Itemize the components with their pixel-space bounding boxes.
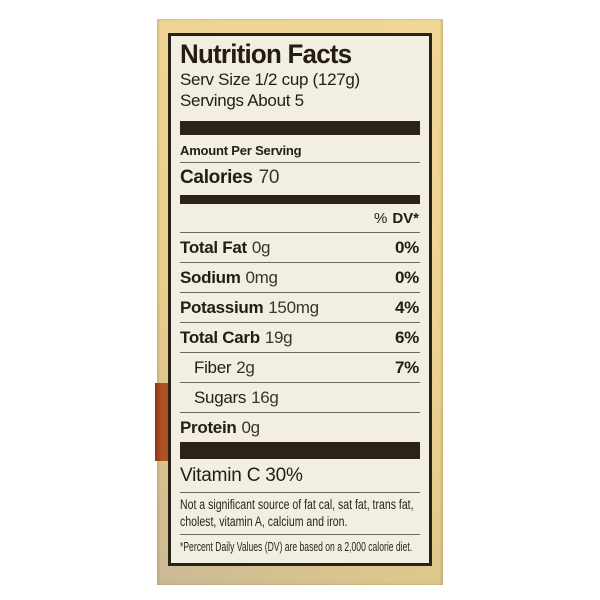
package-background: Nutrition Facts Serv Size 1/2 cup (127g)… [155, 19, 443, 585]
rule-divider [180, 382, 420, 383]
serving-size-text: Serv Size 1/2 cup (127g) [180, 70, 360, 89]
nutrient-daily-value: 0% [395, 268, 419, 287]
nutrient-name-amount: Fiber 2g [194, 358, 255, 377]
rule-divider [180, 322, 420, 323]
rule-divider [180, 232, 420, 233]
nutrient-row: Sodium 0mg 0% [180, 263, 420, 292]
rule-divider [180, 492, 420, 493]
divider-thick-bottom [180, 442, 420, 459]
daily-value-header: % DV* [180, 204, 420, 232]
nutrient-row: Protein 0g [180, 413, 420, 442]
nutrient-name-amount: Potassium 150mg [180, 298, 319, 317]
dv-header-label: DV* [392, 210, 419, 227]
nutrient-name-amount: Sodium 0mg [180, 268, 278, 287]
vitamin-c-row: Vitamin C 30% [180, 465, 303, 486]
nutrient-name-amount: Total Carb 19g [180, 328, 293, 347]
package-red-stripe [155, 383, 171, 461]
rule-divider [180, 534, 420, 535]
nutrient-name-amount: Total Fat 0g [180, 238, 271, 257]
rule-divider [180, 292, 420, 293]
rule-divider [180, 262, 420, 263]
label-title: Nutrition Facts [180, 39, 352, 69]
amount-per-serving-heading: Amount Per Serving [180, 143, 302, 158]
nutrient-row: Total Fat 0g 0% [180, 233, 420, 262]
servings-count-text: Servings About 5 [180, 91, 304, 110]
divider-medium [180, 195, 420, 204]
dv-percent-sign: % [373, 210, 388, 227]
nutrient-daily-value: 6% [395, 328, 419, 347]
calories-value: 70 [258, 167, 280, 188]
nutrient-row: Fiber 2g 7% [180, 353, 420, 382]
nutrient-row: Potassium 150mg 4% [180, 293, 420, 322]
nutrition-facts-label: Nutrition Facts Serv Size 1/2 cup (127g)… [168, 33, 432, 566]
rule-divider [180, 412, 420, 413]
nutrient-rows: Total Fat 0g 0% Sodium 0mg 0% Potassium 150… [180, 233, 420, 442]
rule-divider [180, 162, 420, 163]
divider-thick-top [180, 121, 420, 135]
calories-row: Calories 70 [180, 163, 420, 195]
nutrient-name-amount: Protein 0g [180, 418, 260, 437]
calories-label: Calories [180, 167, 253, 188]
nutrient-name-amount: Sugars 16g [194, 388, 279, 407]
footnote: *Percent Daily Values (DV) are based on … [180, 539, 413, 554]
rule-divider [180, 352, 420, 353]
nutrient-daily-value: 7% [395, 358, 419, 377]
nutrient-row: Sugars 16g [180, 383, 420, 412]
nutrient-daily-value: 4% [395, 298, 419, 317]
not-significant-note: Not a significant source of fat cal, sat… [180, 497, 414, 529]
nutrient-row: Total Carb 19g 6% [180, 323, 420, 352]
nutrient-daily-value: 0% [395, 238, 419, 257]
